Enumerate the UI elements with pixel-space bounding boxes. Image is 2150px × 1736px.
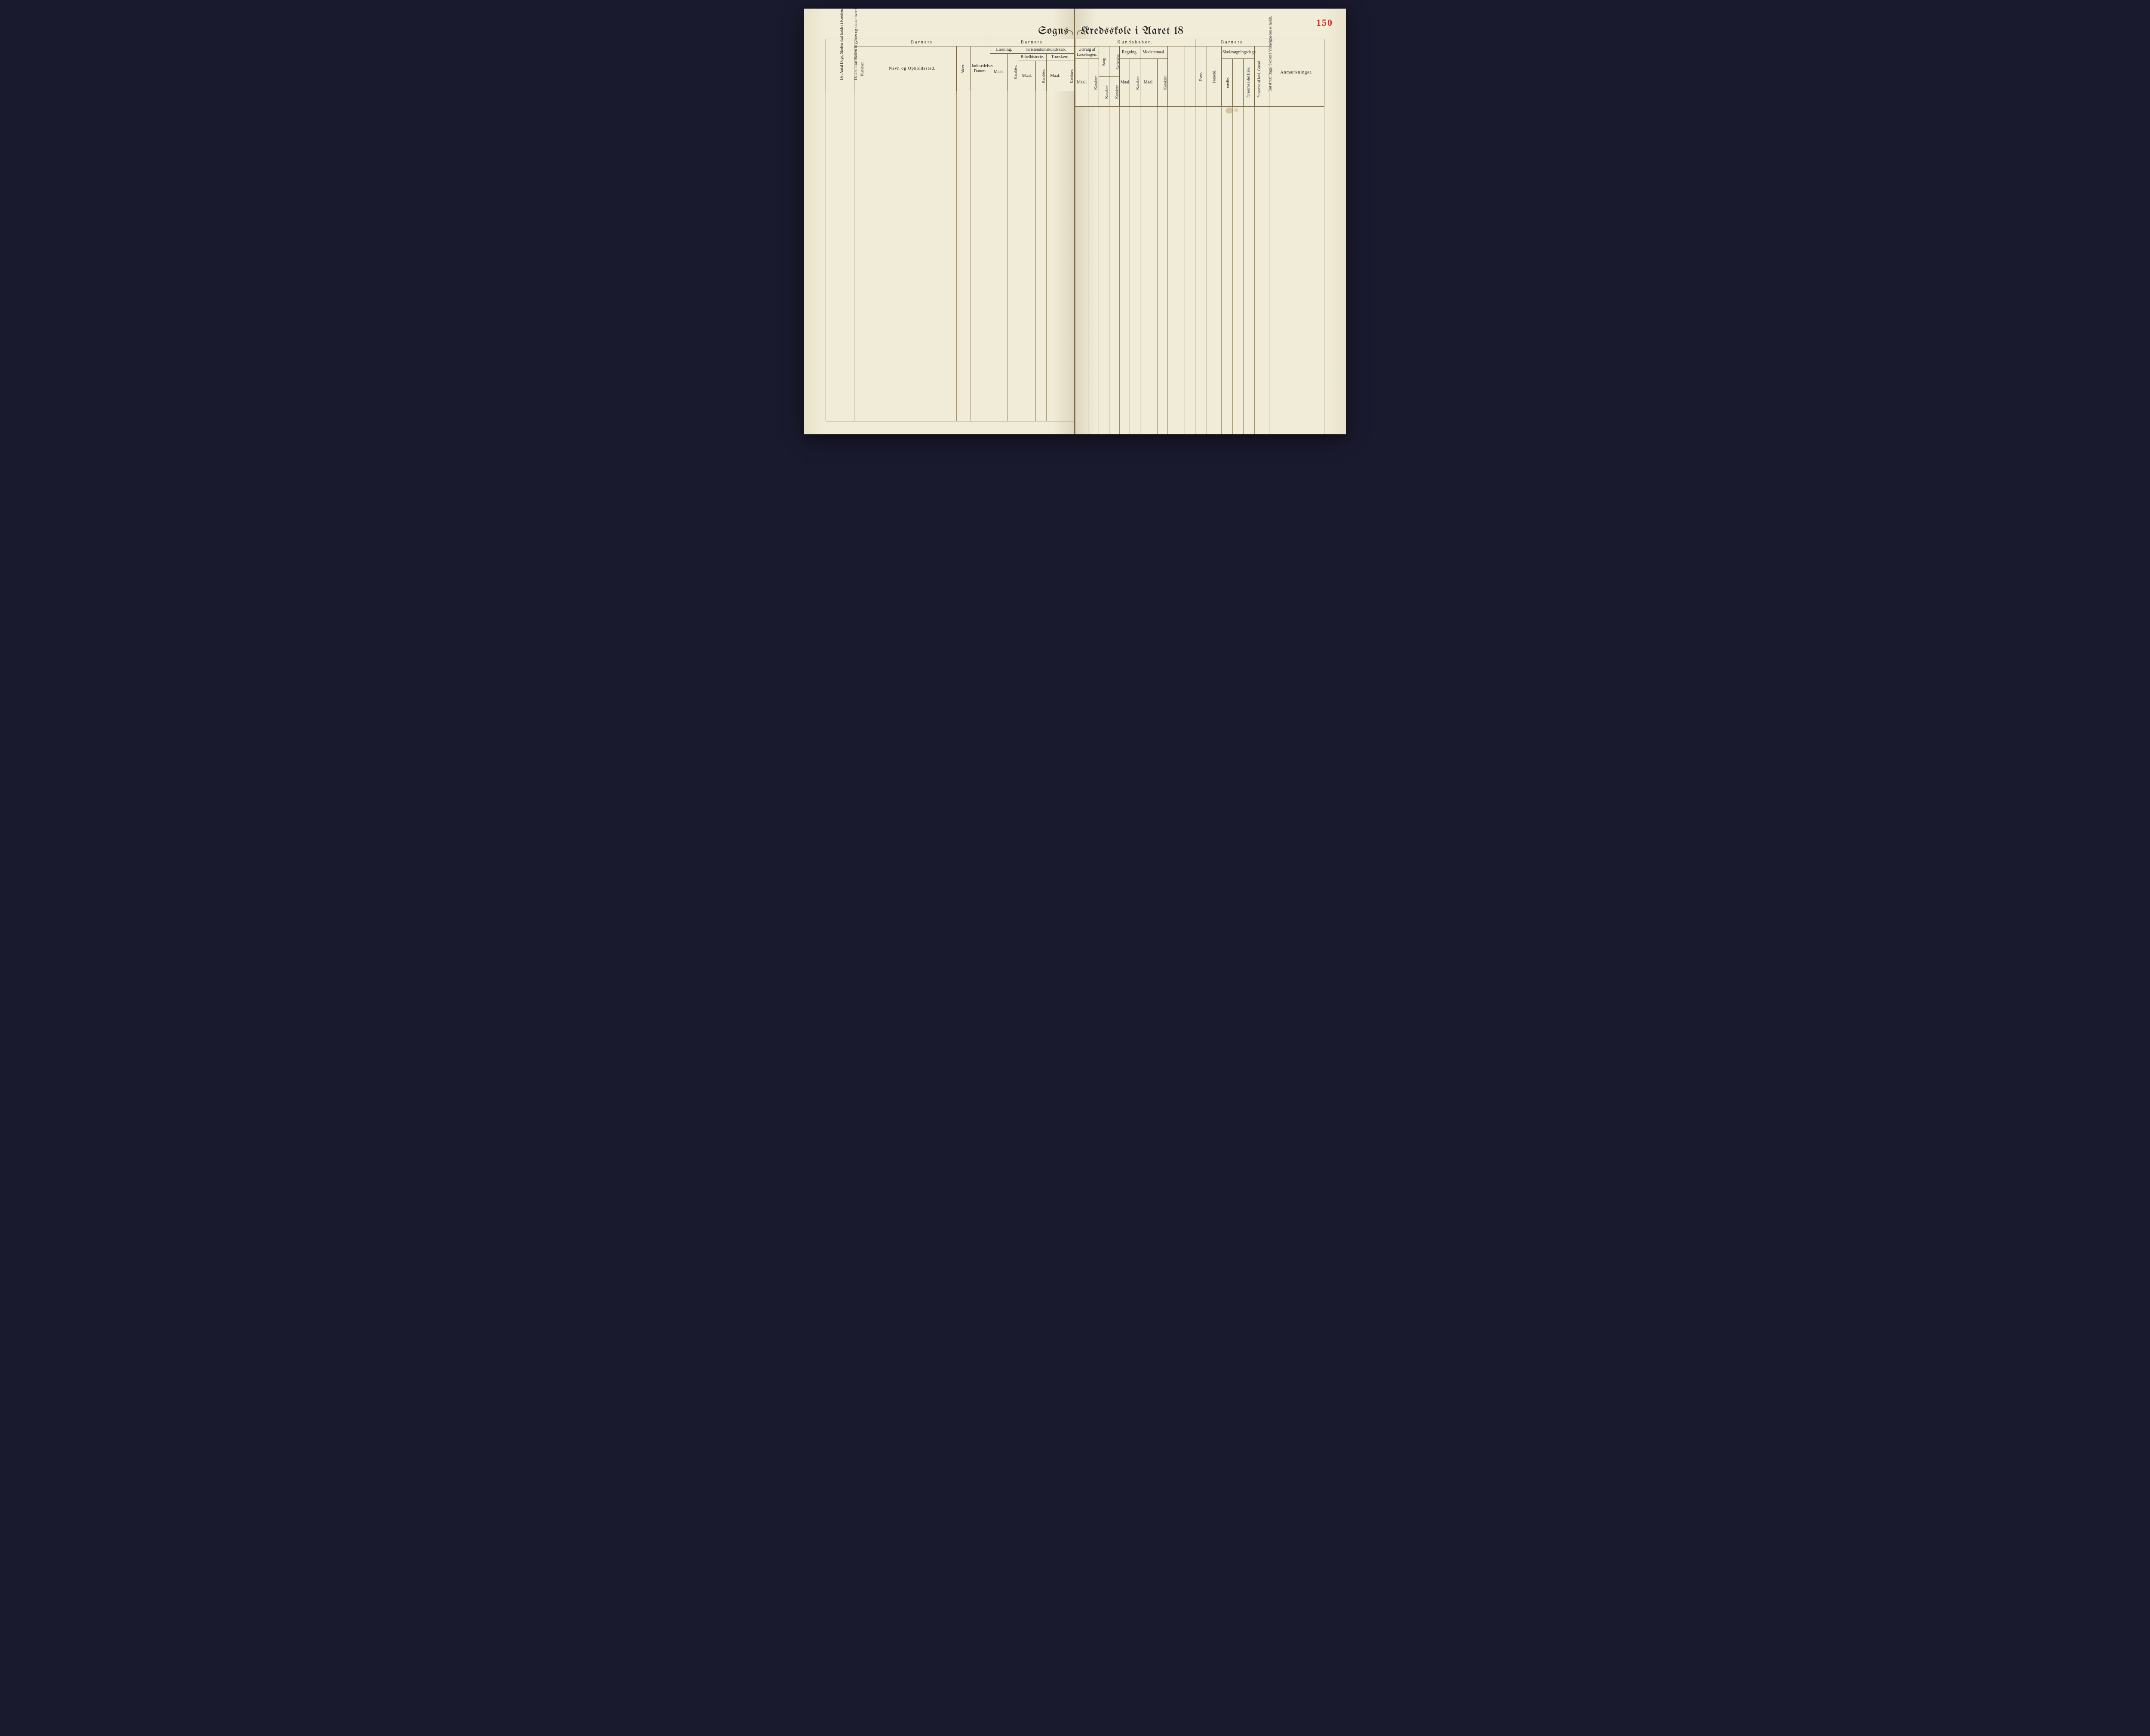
table-cell [1207,107,1222,435]
table-cell [1195,107,1207,435]
table-cell [1064,91,1074,421]
table-cell [1254,107,1269,435]
moders-maal: Maal. [1140,59,1157,107]
table-cell [1088,107,1099,435]
col-forhold: Forhold. [1207,46,1222,107]
left-body [826,91,1074,421]
table-cell [1046,91,1064,421]
sub-modersmaal: Modersmaal. [1140,46,1167,59]
sub-laesning: Læsning. [990,46,1018,54]
troes-kar: Karakter. [1064,61,1074,91]
table-row [826,91,1074,421]
table-cell [854,91,868,421]
right-page: 150 Kredsskole i Aaret 18 Kundskaber. Ba… [1075,9,1346,434]
moders-kar: Karakter. [1157,59,1167,107]
table-cell [1007,91,1018,421]
bibel-kar: Karakter. [1036,61,1047,91]
table-cell [971,91,990,421]
sub-sang: Sang. [1099,46,1109,77]
col-anm: Anmærkninger. [1269,39,1324,107]
right-register-table: Kundskaber. Barnets Anmærkninger. Udvalg… [1075,39,1324,434]
table-cell [1232,107,1244,435]
sub-udvalg: Udvalg af Læsebogen. [1075,46,1099,59]
stitch-icon [1077,30,1085,35]
table-cell [1269,107,1324,435]
col-modte: mødte. [1221,59,1232,107]
sub-kristendom: Kristendomskundskab. [1018,46,1074,54]
left-register-table: Det Antal Dage, Skolen skal holdes i Kre… [826,39,1074,421]
sang-kar: Karakter. [1099,77,1109,107]
right-page-content: Kredsskole i Aaret 18 Kundskaber. Barnet… [1075,22,1324,421]
table-cell [1036,91,1047,421]
laesning-kar: Karakter. [1007,54,1018,91]
title-left: Sogns [826,22,1074,39]
table-cell [1140,107,1157,435]
left-page: Sogns Det Antal Dage, Skolen skal holdes… [804,9,1075,434]
col-spare-1 [1167,46,1185,107]
table-row [1075,107,1324,435]
col-evne: Evne. [1195,46,1207,107]
left-header-row-2: Nummer. Navn og Opholdssted. Alder. Indt… [826,46,1074,54]
table-cell [1185,107,1195,435]
table-cell [1130,107,1140,435]
table-cell [840,91,854,421]
regning-maal: Maal. [1119,59,1130,107]
sub-troes: Troeslære. [1046,54,1074,61]
left-page-content: Sogns Det Antal Dage, Skolen skal holdes… [826,22,1074,421]
skriv-kar: Karakter. [1109,77,1119,107]
table-cell [1119,107,1130,435]
table-cell [1075,107,1088,435]
table-cell [1221,107,1232,435]
col-fors-hele: forsømte i det Hele. [1232,59,1244,107]
udvalg-maal: Maal. [1075,59,1088,107]
open-book: Sogns Det Antal Dage, Skolen skal holdes… [804,9,1346,434]
table-cell [1018,91,1036,421]
sub-skriv: Skrivning. [1109,46,1119,77]
left-header-row-1: Det Antal Dage, Skolen skal holdes i Kre… [826,39,1074,46]
table-cell [1157,107,1167,435]
stitch-icon [1065,30,1073,35]
col-navn: Navn og Opholdssted. [868,46,956,91]
troes-maal: Maal. [1046,61,1064,91]
col-alder: Alder. [956,46,971,91]
table-cell [1167,107,1185,435]
regning-kar: Karakter. [1130,59,1140,107]
col-antal-dage: Det Antal Dage, Skolen skal holdes i Kre… [826,39,840,91]
table-cell [1099,107,1109,435]
laesning-maal: Maal. [990,54,1007,91]
right-body [1075,107,1324,435]
book-spine-stitches [1062,26,1088,39]
sub-regning: Regning. [1119,46,1140,59]
table-cell [1244,107,1255,435]
table-cell [868,91,956,421]
sub-skolesog: Skolesøgningsdage. [1221,46,1254,59]
col-indtraedelse: Indtrædelses-Datum. [971,46,990,91]
col-spare-2 [1185,46,1195,107]
table-cell [1109,107,1119,435]
udvalg-kar: Karakter. [1088,59,1099,107]
table-cell [826,91,840,421]
sub-bibel: Bibelhistorie. [1018,54,1047,61]
group-barnets-right: Barnets [1195,39,1269,46]
table-cell [956,91,971,421]
group-barnets-left: Barnets [854,39,990,46]
group-kundskaber: Kundskaber. [1075,39,1195,46]
group-barnets-left-2: Barnets [990,39,1074,46]
right-header-row-1: Kundskaber. Barnets Anmærkninger. [1075,39,1324,46]
table-cell [990,91,1007,421]
title-right: Kredsskole i Aaret 18 [1075,22,1324,39]
bibel-maal: Maal. [1018,61,1036,91]
